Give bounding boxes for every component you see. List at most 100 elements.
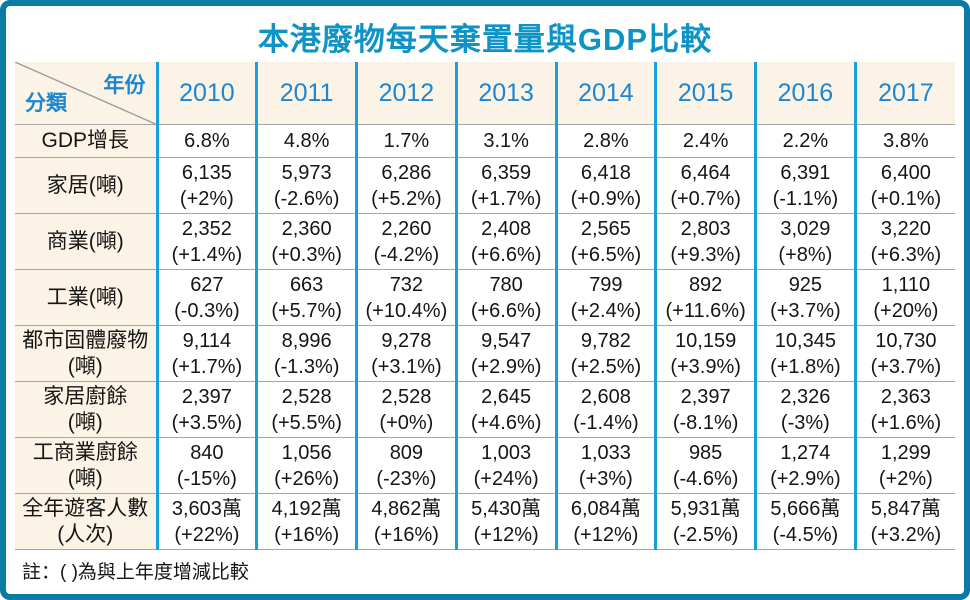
cell-value: 2,528 [281,385,332,408]
cell-change: (+12%) [573,523,639,546]
cell-change: (+16%) [373,523,439,546]
cell-change: (+1.7%) [470,187,542,210]
data-cell: 1,056 (+26%) [255,437,357,494]
cell-value: 6,400 [880,161,931,184]
cell-value: 2,408 [481,217,532,240]
cell-value: 6,464 [680,161,731,184]
data-cell: 10,730 (+3.7%) [853,325,955,382]
category-label: 工商業廚餘 (噸) [15,437,157,494]
year-header-2015: 2015 [654,62,756,125]
category-label: 都市固體廢物 (噸) [15,325,157,382]
data-cell: 627 (-0.3%) [155,269,257,326]
data-cell: 2,528 (+0%) [355,381,457,438]
year-header-2011: 2011 [255,62,357,125]
cell-value: 985 [688,441,723,464]
cell-change: (+3.2%) [870,523,942,546]
data-cell: 4.8% [255,124,357,158]
year-header-2017: 2017 [853,62,955,125]
cell-change: (-8.1%) [672,411,739,434]
cell-value: 10,159 [675,329,737,352]
category-label: 家居廚餘 (噸) [15,381,157,438]
cell-change: (+24%) [473,467,539,490]
cell-change: (+2%) [878,467,933,490]
data-cell: 6,418 (+0.9%) [554,157,656,214]
data-cell: 6,286 (+5.2%) [355,157,457,214]
header-row: 年份 分類 2010 2011 2012 2013 2014 2015 2016 2017 [15,62,955,125]
cell-change: (+3%) [578,467,633,490]
cell-change: (+2.9%) [470,355,542,378]
data-cell: 3,220 (+6.3%) [853,213,955,270]
cell-value: 1,110 [881,273,931,296]
cell-value: 2,352 [181,217,232,240]
cell-value: 2,363 [880,385,931,408]
cell-value: 1,056 [281,441,332,464]
data-cell: 809 (-23%) [355,437,457,494]
cell-change: (+2.4%) [570,299,642,322]
cell-value: 5,847萬 [870,497,941,520]
cell-value: 6,135 [181,161,232,184]
cell-change: (+20%) [873,299,939,322]
data-cell: 799 (+2.4%) [554,269,656,326]
cell-change: (+6.6%) [470,299,542,322]
cell-value: 9,278 [381,329,432,352]
cell-value: 9,782 [580,329,631,352]
table-row: 商業(噸) 2,352 (+1.4%) 2,360 (+0.3%) 2,260 (-4.2%… [15,213,955,270]
cell-value: 2,397 [181,385,232,408]
cell-change: (+26%) [274,467,340,490]
data-cell: 1,274 (+2.9%) [754,437,856,494]
data-cell: 2.4% [654,124,756,158]
data-cell: 6,464 (+0.7%) [654,157,756,214]
cell-change: (+12%) [473,523,539,546]
cell-change: (+5.5%) [271,411,342,434]
table-header: 年份 分類 2010 2011 2012 2013 2014 2015 2016 2017 [15,62,955,125]
cell-value: 6,286 [381,161,432,184]
waste-gdp-table: 年份 分類 2010 2011 2012 2013 2014 2015 2016 2017 G… [15,62,955,550]
corner-label-year: 年份 [103,74,146,97]
data-cell: 8,996 (-1.3%) [255,325,357,382]
cell-change: (+0.3%) [271,243,342,266]
data-cell: 6,400 (+0.1%) [853,157,955,214]
data-cell: 2.8% [554,124,656,158]
cell-value: 2.8% [583,130,629,152]
data-cell: 1,299 (+2%) [853,437,955,494]
cell-value: 4.8% [283,130,330,152]
data-cell: 2,360 (+0.3%) [255,213,357,270]
data-cell: 1.7% [355,124,457,158]
cell-value: 2,528 [381,385,432,408]
cell-value: 2,260 [381,217,432,240]
cell-value: 2,360 [281,217,332,240]
cell-change: (+3.5%) [171,411,243,434]
cell-change: (+0.1%) [870,187,942,210]
cell-value: 3,029 [780,217,831,240]
data-cell: 5,931萬 (-2.5%) [654,493,756,550]
cell-change: (+2.9%) [770,467,841,490]
data-cell: 4,862萬 (+16%) [355,493,457,550]
cell-value: 10,345 [774,329,836,352]
cell-value: 892 [688,273,723,296]
year-header-2010: 2010 [155,62,257,125]
data-cell: 1,003 (+24%) [454,437,556,494]
page-title: 本港廢物每天棄置量與GDP比較 [257,22,713,57]
data-cell: 6,359 (+1.7%) [454,157,556,214]
cell-change: (-3%) [780,411,830,434]
cell-value: 1,003 [481,441,532,464]
cell-change: (+22%) [174,523,240,546]
cell-value: 9,547 [481,329,532,352]
category-label-line: (人次) [57,522,114,546]
cell-change: (+16%) [274,523,340,546]
category-label: 全年遊客人數 (人次) [15,493,157,550]
category-label-line: (噸) [67,466,103,490]
cell-value: 3,220 [880,217,931,240]
cell-value: 6,359 [481,161,532,184]
data-cell: 6.8% [155,124,257,158]
cell-value: 3,603萬 [171,497,242,520]
cell-value: 1,299 [880,441,931,464]
cell-value: 799 [589,273,623,296]
data-cell: 925 (+3.7%) [754,269,856,326]
cell-value: 1,033 [580,441,631,464]
cell-value: 2,565 [580,217,631,240]
data-cell: 663 (+5.7%) [255,269,357,326]
category-label-line: 都市固體廢物 [22,328,149,352]
data-cell: 5,847萬 (+3.2%) [853,493,955,550]
